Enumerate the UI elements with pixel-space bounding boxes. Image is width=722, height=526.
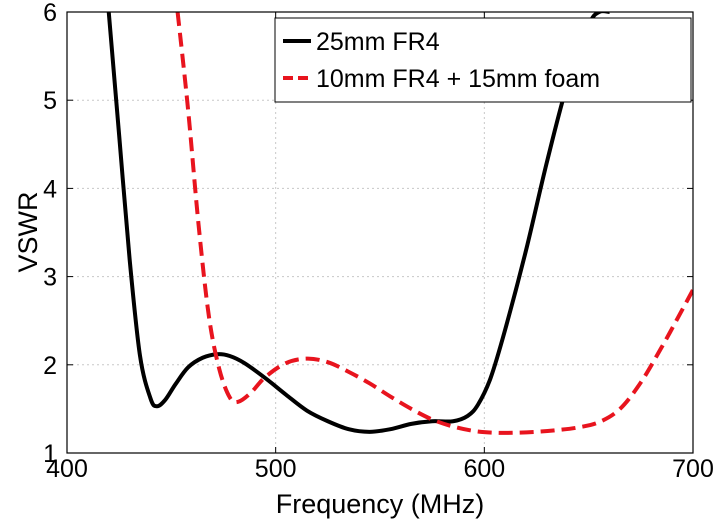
series-line-25mm-fr4 <box>106 12 610 434</box>
x-tick-label: 700 <box>672 455 714 483</box>
tick-labels: 400 500 600 700 1 2 3 4 5 6 <box>43 0 714 483</box>
y-tick-label: 2 <box>43 352 57 380</box>
plot-frame <box>66 11 694 454</box>
legend-label-10mm-fr4-15mm-foam: 10mm FR4 + 15mm foam <box>316 65 600 93</box>
y-tick-label: 4 <box>43 175 57 203</box>
x-tick-label: 600 <box>463 455 505 483</box>
legend: 25mm FR4 10mm FR4 + 15mm foam <box>274 17 692 103</box>
y-axis-label: VSWR <box>13 192 43 273</box>
series-layer <box>106 12 693 435</box>
legend-label-25mm-fr4: 25mm FR4 <box>316 28 440 56</box>
y-tick-label: 1 <box>43 440 57 468</box>
x-tick-label: 400 <box>46 455 88 483</box>
y-tick-label: 3 <box>43 264 57 292</box>
y-tick-label: 6 <box>43 0 57 27</box>
legend-box <box>274 17 692 103</box>
x-axis-label: Frequency (MHz) <box>276 489 485 519</box>
x-tick-label: 500 <box>255 455 297 483</box>
y-tick-label: 5 <box>43 87 57 115</box>
series-line-10mm-fr4-15mm-foam <box>175 12 693 435</box>
